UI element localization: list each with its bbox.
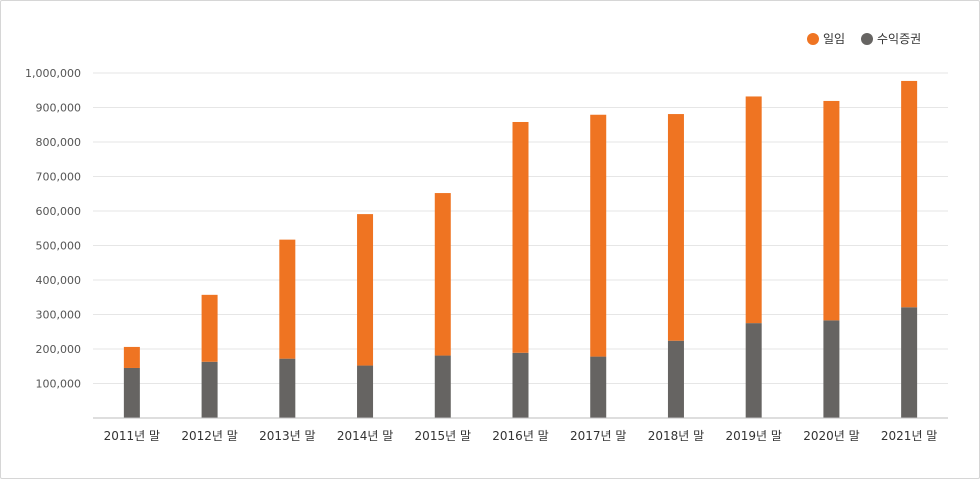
bar-ilim-10 — [901, 80, 918, 308]
y-tick-label: 900,000 — [36, 102, 82, 115]
bar-ilim-0 — [123, 346, 140, 368]
y-tick-label: 800,000 — [36, 136, 82, 149]
legend-label-suik: 수익증권 — [877, 32, 921, 46]
bar-suik-2 — [279, 358, 296, 418]
bar-ilim-9 — [823, 100, 840, 321]
y-tick-label: 100,000 — [36, 378, 82, 391]
y-tick-label: 600,000 — [36, 205, 82, 218]
x-tick-label: 2019년 말 — [725, 429, 781, 443]
bar-suik-10 — [901, 307, 918, 418]
x-tick-label: 2020년 말 — [803, 429, 859, 443]
x-axis-ticks: 2011년 말 2012년 말 2013년 말 2014년 말 2015년 말 2016년… — [104, 429, 938, 443]
bar-suik-9 — [823, 320, 840, 418]
bar-suik-1 — [201, 361, 218, 418]
y-tick-label: 500,000 — [36, 240, 82, 253]
bar-suik-3 — [357, 365, 374, 418]
bar-suik-5 — [512, 352, 529, 418]
y-tick-label: 1,000,000 — [25, 67, 81, 80]
bar-suik-0 — [123, 367, 140, 418]
bar-ilim-4 — [434, 193, 451, 356]
x-tick-label: 2014년 말 — [337, 429, 393, 443]
y-tick-label: 200,000 — [36, 343, 82, 356]
bar-suik-6 — [590, 356, 607, 418]
y-tick-label: 700,000 — [36, 171, 82, 184]
bar-ilim-8 — [745, 96, 762, 324]
legend-dot-suik — [861, 33, 873, 45]
bar-suik-8 — [745, 323, 762, 418]
x-tick-label: 2017년 말 — [570, 429, 626, 443]
bar-ilim-3 — [357, 214, 374, 366]
x-tick-label: 2018년 말 — [648, 429, 704, 443]
bar-ilim-2 — [279, 239, 296, 359]
x-tick-label: 2013년 말 — [259, 429, 315, 443]
bars — [123, 80, 918, 418]
bar-ilim-7 — [667, 114, 684, 341]
legend: 일임 수익증권 — [807, 32, 921, 46]
bar-ilim-1 — [201, 294, 218, 362]
x-tick-label: 2016년 말 — [492, 429, 548, 443]
legend-dot-ilim — [807, 33, 819, 45]
y-tick-label: 300,000 — [36, 309, 82, 322]
bar-ilim-6 — [590, 114, 607, 357]
legend-label-ilim: 일임 — [823, 32, 845, 46]
x-tick-label: 2011년 말 — [104, 429, 160, 443]
x-tick-label: 2021년 말 — [881, 429, 937, 443]
x-tick-label: 2015년 말 — [415, 429, 471, 443]
bar-suik-7 — [667, 340, 684, 418]
bar-ilim-5 — [512, 121, 529, 353]
y-axis-ticks: 100,000 200,000 300,000 400,000 500,000 600,0… — [25, 67, 81, 391]
x-tick-label: 2012년 말 — [181, 429, 237, 443]
bar-suik-4 — [434, 355, 451, 418]
y-tick-label: 400,000 — [36, 274, 82, 287]
